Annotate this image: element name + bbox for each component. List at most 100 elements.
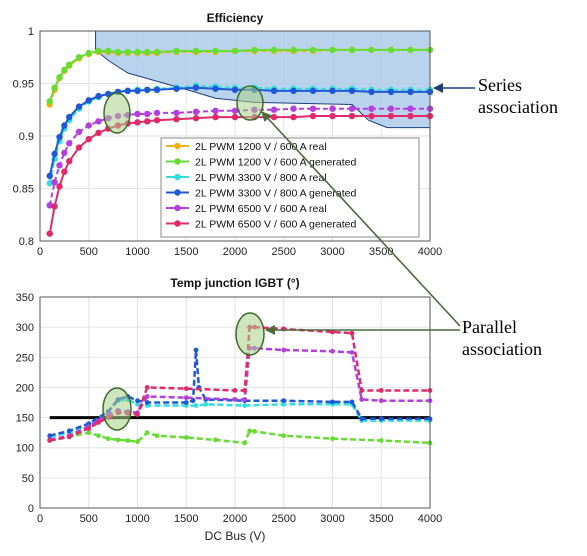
data-point [378, 438, 384, 443]
data-point [56, 162, 63, 169]
data-point [368, 46, 375, 54]
data-point [46, 230, 53, 237]
x-tick-label: 500 [80, 246, 98, 258]
y-tick-label: 0.9 [19, 131, 34, 143]
legend-marker [174, 220, 181, 227]
data-point [173, 109, 180, 117]
data-point [281, 398, 287, 404]
series-line [48, 86, 430, 177]
efficiency-chart: 0 500 1000 1500 2000 2500 3000 3500 4000 0.8 0.85 0… [13, 11, 443, 258]
highlight-ellipse [103, 92, 131, 134]
data-point [66, 434, 72, 440]
data-point [46, 98, 53, 105]
y-tick-label: 100 [16, 443, 34, 455]
data-point [329, 46, 336, 54]
data-point [330, 436, 335, 442]
temp-junction-chart: 0 500 1000 1500 2000 2500 3000 3500 4000 0 50 100 15… [16, 276, 443, 543]
data-point [134, 48, 141, 56]
highlight-ellipse [235, 312, 265, 356]
data-point [61, 66, 68, 74]
data-point [51, 179, 58, 186]
data-point [242, 388, 248, 393]
parallel-arrow [261, 111, 461, 327]
data-point [192, 47, 200, 55]
data-point [75, 54, 83, 61]
data-point [203, 401, 209, 407]
data-point [154, 433, 160, 439]
data-point [46, 172, 53, 180]
legend-marker [174, 189, 181, 196]
data-point [85, 135, 92, 143]
series-annotation-line2: association [478, 97, 558, 117]
data-point [173, 116, 180, 123]
y-tick-label: 250 [16, 352, 34, 364]
data-point [95, 47, 102, 55]
data-point [378, 416, 384, 422]
data-point [193, 403, 199, 408]
x-tick-label: 2000 [223, 246, 247, 258]
data-point [61, 168, 68, 175]
x-axis-label: DC Bus (V) [205, 529, 266, 543]
data-point [348, 105, 356, 112]
legend-label: 2L PWM 1200 V / 600 A generated [195, 157, 356, 169]
data-point [153, 117, 161, 124]
data-point [309, 46, 317, 54]
y-tick-label: 300 [16, 322, 34, 334]
data-point [368, 112, 375, 120]
data-point [46, 202, 53, 209]
data-point [242, 440, 248, 446]
data-point [173, 85, 180, 92]
data-point [212, 47, 219, 55]
data-point [144, 430, 150, 436]
data-point [270, 113, 278, 121]
x-tick-label: 1500 [174, 246, 198, 258]
data-point [192, 108, 200, 116]
highlight-ellipse [236, 85, 264, 121]
data-point [387, 88, 395, 96]
data-point [61, 122, 68, 129]
data-point [378, 398, 384, 404]
data-point [51, 150, 58, 158]
x-tick-label: 0 [37, 246, 43, 258]
data-point [387, 46, 395, 54]
chart-title: Temp junction IGBT (°) [170, 276, 299, 290]
data-point [281, 401, 287, 407]
data-point [213, 437, 218, 443]
data-point [56, 183, 63, 190]
data-point [96, 419, 101, 425]
data-point [144, 394, 150, 399]
annotation-overlay [261, 83, 475, 335]
x-tick-label: 3500 [369, 246, 393, 258]
data-point [183, 386, 189, 392]
data-point [309, 87, 317, 95]
data-point [47, 438, 53, 443]
plot-border [39, 296, 431, 509]
data-point [407, 46, 414, 54]
data-point [144, 400, 150, 405]
data-point [252, 429, 257, 434]
data-point [134, 87, 141, 95]
legend-label: 2L PWM 3300 V / 800 A generated [195, 188, 356, 200]
x-tick-label: 3000 [320, 246, 344, 258]
parallel-annotation-line1: Parallel [462, 317, 517, 337]
data-point [144, 86, 151, 94]
data-point [61, 149, 68, 156]
data-point [144, 385, 150, 390]
series-line [48, 107, 430, 206]
data-point [66, 113, 73, 121]
data-point [125, 438, 131, 443]
data-point [75, 144, 83, 151]
data-point [329, 112, 336, 120]
data-point [348, 112, 356, 120]
y-tick-label: 1 [28, 26, 34, 38]
series-line [48, 84, 430, 184]
highlight-ellipse [102, 387, 132, 431]
data-point [349, 330, 355, 336]
data-point [192, 114, 200, 122]
legend-label: 2L PWM 6500 V / 600 A generated [195, 219, 356, 231]
data-point [359, 397, 365, 402]
data-point [329, 87, 336, 95]
y-tick-label: 200 [16, 382, 34, 394]
data-point [134, 119, 141, 126]
data-point [212, 85, 219, 92]
